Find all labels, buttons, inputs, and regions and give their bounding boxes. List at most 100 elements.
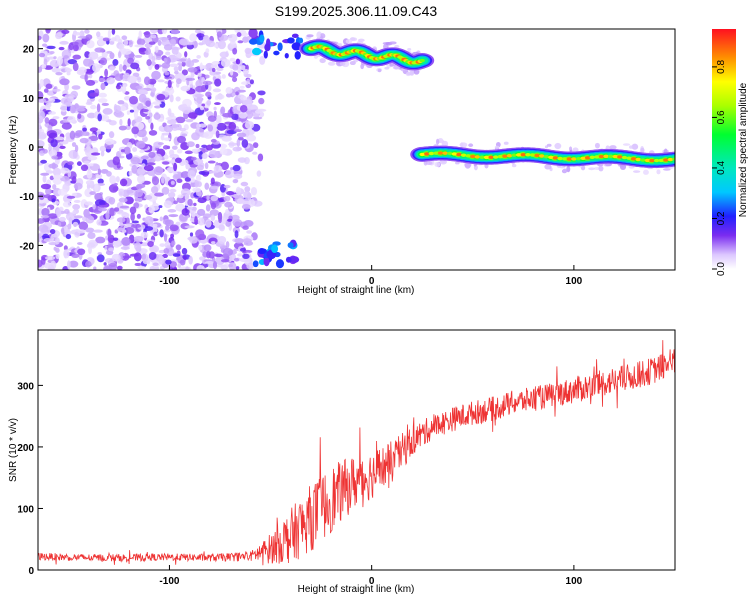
noise-blob bbox=[185, 77, 196, 81]
noise-blob bbox=[163, 57, 168, 63]
tone-speckle bbox=[377, 68, 382, 73]
fragment-blob bbox=[287, 37, 295, 44]
noise-blob bbox=[140, 108, 149, 113]
noise-blob bbox=[168, 214, 179, 218]
tone-core bbox=[437, 151, 444, 155]
noise-blob bbox=[236, 29, 241, 34]
noise-blob bbox=[100, 82, 106, 91]
noise-blob bbox=[43, 88, 49, 93]
noise-blob bbox=[154, 63, 160, 70]
noise-blob bbox=[60, 97, 71, 105]
noise-blob bbox=[138, 93, 147, 103]
noise-blob bbox=[208, 251, 215, 259]
colorbar-tick-label: 0.2 bbox=[716, 211, 727, 225]
noise-blob bbox=[49, 50, 55, 55]
noise-blob bbox=[163, 154, 169, 160]
noise-blob bbox=[184, 225, 195, 229]
noise-blob bbox=[103, 265, 113, 270]
noise-blob bbox=[217, 236, 227, 244]
noise-blob bbox=[171, 46, 179, 55]
noise-blob bbox=[210, 138, 217, 143]
noise-blob bbox=[51, 198, 56, 203]
spectrogram-title: S199.2025.306.11.09.C43 bbox=[275, 3, 438, 19]
noise-blob bbox=[210, 185, 219, 190]
noise-blob bbox=[176, 178, 183, 184]
x-tick-label: 0 bbox=[369, 276, 375, 287]
noise-blob bbox=[62, 201, 72, 208]
tone-speckle bbox=[494, 145, 500, 149]
noise-blob bbox=[175, 116, 186, 124]
noise-blob bbox=[61, 122, 72, 130]
noise-blob bbox=[134, 262, 142, 267]
noise-blob bbox=[116, 265, 123, 270]
fragment-blob bbox=[275, 259, 285, 269]
fragment-blob bbox=[273, 50, 280, 56]
noise-blob bbox=[194, 29, 202, 34]
noise-blob bbox=[94, 47, 105, 53]
noise-blob bbox=[174, 70, 179, 75]
noise-blob bbox=[244, 186, 251, 193]
noise-blob bbox=[86, 40, 95, 49]
noise-blob bbox=[232, 63, 239, 71]
noise-blob bbox=[141, 253, 147, 260]
noise-blob bbox=[45, 102, 52, 108]
fragment-blob bbox=[251, 47, 262, 56]
noise-blob bbox=[140, 231, 149, 239]
tone-speckle bbox=[609, 145, 617, 150]
tone-core bbox=[419, 152, 425, 157]
noise-blob bbox=[208, 150, 219, 159]
snr-x-label: Height of straight line (km) bbox=[298, 584, 415, 595]
noise-blob bbox=[183, 255, 187, 261]
noise-blob bbox=[97, 207, 108, 212]
noise-blob bbox=[220, 106, 226, 115]
noise-blob bbox=[107, 228, 112, 238]
noise-blob bbox=[136, 166, 146, 176]
noise-blob bbox=[126, 189, 134, 194]
spectrogram-y-label: Frequency (Hz) bbox=[8, 116, 19, 185]
noise-blob bbox=[97, 113, 102, 122]
noise-blob bbox=[160, 176, 165, 184]
noise-blob bbox=[45, 255, 56, 261]
noise-blob bbox=[232, 226, 240, 234]
noise-blob bbox=[240, 81, 251, 85]
tone-core bbox=[557, 156, 563, 161]
noise-blob bbox=[48, 111, 57, 115]
noise-blob bbox=[127, 118, 131, 127]
noise-blob bbox=[232, 164, 241, 172]
noise-blob bbox=[59, 167, 70, 174]
noise-blob bbox=[127, 75, 138, 84]
tone-core bbox=[603, 154, 609, 159]
noise-blob bbox=[230, 214, 240, 221]
noise-blob bbox=[167, 191, 176, 198]
noise-blob bbox=[235, 91, 239, 96]
noise-blob bbox=[119, 118, 123, 126]
noise-blob bbox=[88, 92, 99, 97]
noise-blob bbox=[210, 195, 219, 202]
noise-blob bbox=[124, 196, 134, 205]
noise-blob bbox=[86, 169, 93, 179]
tone-speckle bbox=[413, 69, 420, 75]
noise-blob bbox=[175, 78, 182, 85]
noise-blob bbox=[236, 32, 242, 38]
tone-core bbox=[529, 153, 536, 157]
noise-blob bbox=[94, 192, 103, 201]
noise-blob bbox=[66, 71, 71, 76]
noise-blob bbox=[73, 182, 83, 190]
noise-blob bbox=[97, 168, 102, 175]
tone-core bbox=[460, 153, 467, 157]
noise-blob bbox=[77, 113, 82, 120]
tone-core bbox=[594, 155, 600, 159]
noise-blob bbox=[197, 208, 206, 216]
noise-blob bbox=[212, 261, 218, 270]
noise-blob bbox=[148, 151, 156, 159]
noise-blob bbox=[214, 102, 221, 105]
noise-blob bbox=[98, 92, 107, 98]
noise-blob bbox=[43, 194, 52, 199]
noise-blob bbox=[207, 124, 214, 132]
noise-blob bbox=[164, 87, 175, 96]
noise-blob bbox=[57, 221, 62, 227]
tone-speckle bbox=[388, 41, 397, 45]
noise-blob bbox=[205, 74, 210, 79]
noise-blob bbox=[54, 237, 60, 245]
noise-blob bbox=[175, 221, 181, 226]
